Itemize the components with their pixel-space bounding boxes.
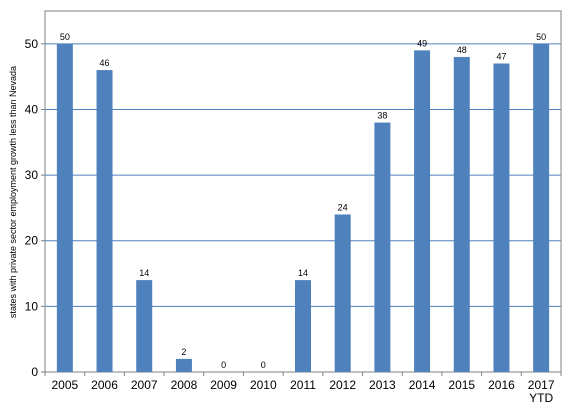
bar [533,43,550,373]
x-axis-ticks: 2005 2006 2007 2008 2009 2010 2011 2012 2013 2014… [44,372,562,405]
data-label: 47 [496,52,506,62]
data-label: 50 [536,32,546,42]
x-tick-label: 2013 [369,378,396,392]
x-tick-label: 2006 [91,378,118,392]
bar [175,358,192,372]
bar [453,56,470,372]
data-label: 14 [139,268,149,278]
data-label: 2 [181,347,186,357]
y-axis-label: states with private sector employment gr… [8,66,18,318]
data-label: 0 [221,360,226,370]
bar [493,63,510,372]
x-tick-label: 2010 [250,378,277,392]
x-tick-label: 2014 [409,378,436,392]
x-tick-label: 2015 [448,378,475,392]
data-label: 50 [60,32,70,42]
x-tick-label: 2011 [290,378,316,392]
data-label: 14 [298,268,308,278]
bar [374,122,391,372]
y-tick-label: 40 [25,102,39,116]
bar [295,280,311,372]
bar [136,280,153,372]
x-tick-label: 2005 [51,378,78,392]
x-tick-label: 2007 [131,378,158,392]
data-label: 24 [338,202,348,212]
bar [56,43,73,373]
bar [96,70,113,372]
data-label: 49 [417,38,427,48]
y-tick-label: 10 [25,299,39,313]
data-label: 0 [261,360,266,370]
data-label: 46 [100,58,110,68]
data-label: 48 [457,45,467,55]
bars: 50 46 14 2 0 0 14 24 38 49 48 47 50 [56,32,550,373]
gridlines [45,43,561,307]
bar [414,50,431,373]
bar [334,214,351,372]
y-tick-label: 0 [31,365,38,379]
y-tick-label: 50 [25,37,39,51]
data-label: 38 [377,111,387,121]
x-tick-label: 2012 [329,378,356,392]
x-tick-label: 2008 [171,378,198,392]
y-tick-label: 30 [25,168,39,182]
y-tick-label: 20 [25,234,39,248]
x-tick-label: 2017 YTD [528,378,555,405]
x-tick-label: 2009 [210,378,237,392]
x-tick-label: 2016 [488,378,515,392]
y-axis-ticks: 0 10 20 30 40 50 [25,37,45,379]
